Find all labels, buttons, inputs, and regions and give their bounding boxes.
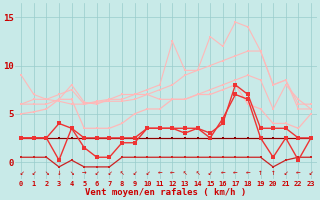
Text: ↙: ↙ xyxy=(31,168,36,177)
Text: ↙: ↙ xyxy=(19,168,24,177)
Text: ↙: ↙ xyxy=(284,168,288,177)
Text: ↙: ↙ xyxy=(208,168,212,177)
Text: ←: ← xyxy=(296,168,301,177)
Text: ↑: ↑ xyxy=(271,168,276,177)
Text: ←: ← xyxy=(246,168,250,177)
Text: ↙: ↙ xyxy=(107,168,112,177)
Text: ←: ← xyxy=(220,168,225,177)
Text: ↑: ↑ xyxy=(258,168,263,177)
Text: ↘: ↘ xyxy=(44,168,49,177)
Text: ↘: ↘ xyxy=(69,168,74,177)
Text: ↙: ↙ xyxy=(145,168,149,177)
Text: ↙: ↙ xyxy=(94,168,99,177)
Text: ↖: ↖ xyxy=(183,168,187,177)
Text: ←: ← xyxy=(170,168,175,177)
Text: ↓: ↓ xyxy=(57,168,61,177)
Text: ↙: ↙ xyxy=(308,168,313,177)
X-axis label: Vent moyen/en rafales ( km/h ): Vent moyen/en rafales ( km/h ) xyxy=(85,188,247,197)
Text: ↙: ↙ xyxy=(132,168,137,177)
Text: ←: ← xyxy=(233,168,238,177)
Text: →: → xyxy=(82,168,86,177)
Text: ↖: ↖ xyxy=(195,168,200,177)
Text: ←: ← xyxy=(157,168,162,177)
Text: ↖: ↖ xyxy=(120,168,124,177)
